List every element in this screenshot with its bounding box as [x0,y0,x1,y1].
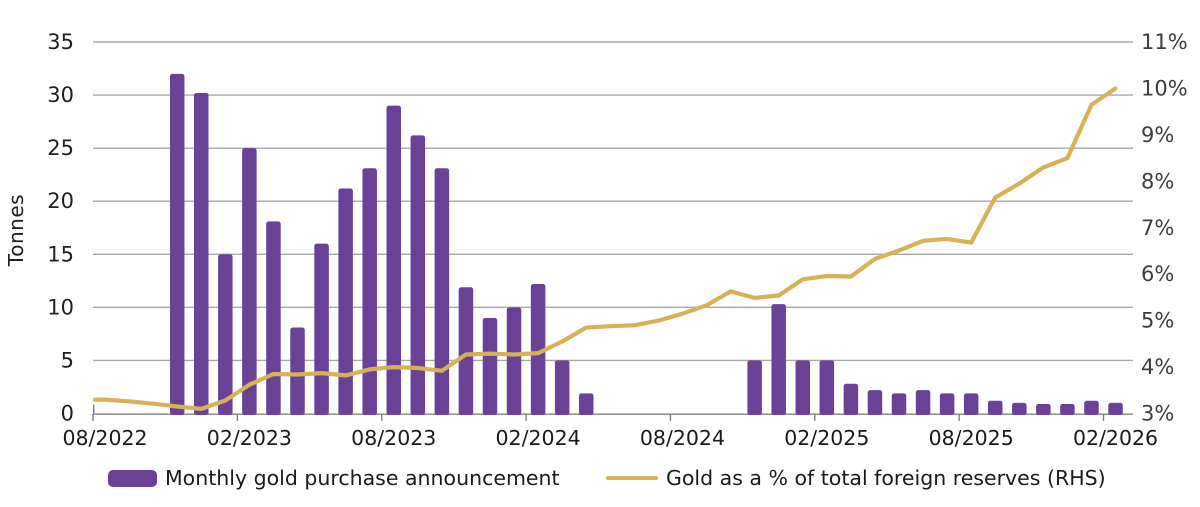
x-axis-label: 02/2023 [207,426,292,450]
right-axis-tick-label: 5% [1141,309,1174,333]
right-axis-tick-label: 8% [1141,169,1174,193]
bar [314,243,329,415]
bar-series-swatch [108,469,157,487]
left-axis-title: Tonnes [4,193,28,267]
bar-series-label: Monthly gold purchase announcement [165,466,560,490]
bar [578,393,594,415]
bar [939,393,955,415]
bar [747,360,762,415]
trend-line [92,86,1118,411]
x-axis-label: 02/2026 [1073,426,1158,450]
left-axis-tick-label: 20 [47,189,74,213]
bar [482,317,498,415]
bar [843,383,859,415]
x-axis-label: 02/2025 [784,426,869,450]
legend-item-bar-series: Monthly gold purchase announcement [108,466,560,490]
legend: Monthly gold purchase announcement Gold … [0,466,1200,502]
x-axis-label: 02/2024 [496,426,581,450]
bar [362,168,377,415]
bar [506,307,522,415]
right-axis-tick-label: 7% [1141,216,1174,240]
bar [194,92,209,415]
right-axis-tick-label: 11% [1141,30,1188,54]
left-axis-tick-label: 5 [61,348,74,372]
bar [386,105,401,415]
bar [1060,403,1075,415]
x-axis-label: 08/2023 [351,426,436,450]
left-axis-tick-label: 10 [47,295,74,319]
bar [169,73,185,415]
right-axis-tick-label: 3% [1141,402,1174,426]
bar [891,393,907,415]
bar [1084,400,1099,415]
bar [987,400,1003,415]
left-axis-tick-label: 0 [61,402,74,426]
x-axis-label: 08/2025 [929,426,1014,450]
bar [795,360,811,415]
bar [290,327,305,415]
line-series-label: Gold as a % of total foreign reserves (R… [666,466,1106,490]
bar [338,188,353,415]
bar [963,393,979,415]
bar [410,135,426,416]
bar [266,221,281,415]
bar [867,390,883,415]
bar [218,254,233,415]
bar [771,304,786,415]
bar [458,287,474,415]
legend-item-line-series: Gold as a % of total foreign reserves (R… [606,466,1106,490]
line-series-swatch [606,475,658,481]
right-axis-tick-label: 10% [1141,76,1188,100]
bar [1036,403,1051,415]
bar [819,360,835,415]
left-axis-tick-label: 15 [47,242,74,266]
right-axis-tick-label: 9% [1141,123,1174,147]
right-axis-tick-label: 4% [1141,355,1174,379]
bar [530,284,546,415]
bar [554,360,570,415]
left-axis-tick-label: 35 [47,30,74,54]
left-axis-tick-label: 25 [47,136,74,160]
bar [1012,402,1027,415]
bar [915,390,931,415]
bar [242,148,257,415]
left-axis-tick-label: 30 [47,83,74,107]
x-axis-label: 08/2024 [640,426,725,450]
x-axis-label: 08/2022 [62,426,147,450]
bar [1108,402,1123,415]
right-axis-tick-label: 6% [1141,262,1174,286]
bar [434,168,450,415]
